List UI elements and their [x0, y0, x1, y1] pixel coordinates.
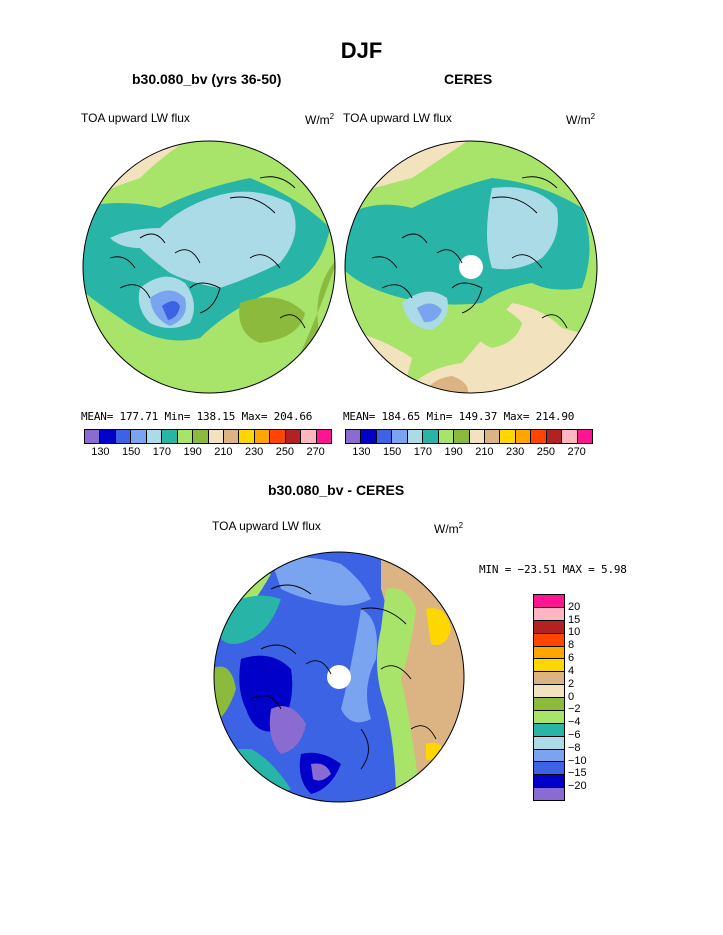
- diff-colorbar: [533, 594, 565, 801]
- colorbar-box: [469, 430, 485, 443]
- colorbar-box: [100, 430, 116, 443]
- colorbar-tick-label: 130: [91, 446, 110, 458]
- panel-1-units: W/m2: [305, 112, 335, 127]
- colorbar-box: [193, 430, 209, 443]
- colorbar-box: [407, 430, 424, 443]
- colorbar-tick-label: −15: [568, 767, 587, 780]
- panel-2-colorbar: [345, 429, 593, 444]
- colorbar-box: [534, 620, 564, 634]
- colorbar-box: [515, 430, 532, 443]
- colorbar-tick-label: 170: [413, 446, 433, 458]
- colorbar-box: [423, 430, 439, 443]
- colorbar-box: [534, 762, 564, 776]
- colorbar-tick-label: −20: [568, 780, 587, 793]
- colorbar-box: [131, 430, 147, 443]
- colorbar-tick-label: 4: [568, 664, 575, 677]
- colorbar-box: [346, 430, 362, 443]
- colorbar-tick-label: 15: [568, 613, 581, 626]
- panel-1-colorbar: [84, 429, 332, 444]
- colorbar-box: [484, 430, 501, 443]
- diff-panel-variable: TOA upward LW flux: [212, 519, 321, 533]
- colorbar-box: [534, 595, 564, 608]
- colorbar-tick-label: 0: [568, 690, 575, 703]
- colorbar-box: [316, 430, 331, 443]
- polar-map-ceres: [344, 140, 598, 394]
- colorbar-tick-label: −10: [568, 754, 587, 767]
- figure-title: DJF: [340, 38, 383, 63]
- colorbar-box: [534, 788, 564, 800]
- colorbar-box: [301, 430, 317, 443]
- colorbar-tick-label: 6: [568, 652, 575, 665]
- colorbar-box: [534, 672, 564, 686]
- colorbar-box: [546, 430, 563, 443]
- colorbar-tick-label: 10: [568, 626, 581, 639]
- colorbar-box: [285, 430, 302, 443]
- colorbar-tick-label: 8: [568, 639, 575, 652]
- colorbar-box: [500, 430, 516, 443]
- colorbar-box: [392, 430, 408, 443]
- colorbar-tick-label: 250: [275, 446, 295, 458]
- colorbar-tick-label: −2: [568, 703, 581, 716]
- colorbar-box: [534, 736, 564, 750]
- colorbar-box: [177, 430, 194, 443]
- panel-2-variable: TOA upward LW flux: [343, 111, 452, 125]
- colorbar-tick-label: 250: [536, 446, 556, 458]
- colorbar-tick-label: 20: [568, 600, 581, 613]
- colorbar-tick-label: −4: [568, 716, 581, 729]
- diff-panel-title: b30.080_bv - CERES: [268, 482, 405, 498]
- colorbar-tick-label: 230: [505, 446, 525, 458]
- colorbar-tick-label: 270: [567, 446, 586, 458]
- panel-1-title: b30.080_bv (yrs 36-50): [132, 71, 282, 87]
- colorbar-tick-label: 210: [475, 446, 494, 458]
- colorbar-box: [534, 698, 564, 711]
- colorbar-box: [562, 430, 578, 443]
- colorbar-box: [534, 710, 564, 724]
- panel-2-title: CERES: [444, 71, 493, 87]
- colorbar-tick-label: 270: [306, 446, 325, 458]
- colorbar-box: [534, 607, 564, 621]
- panel-2-stats: MEAN= 184.65 Min= 149.37 Max= 214.90: [343, 410, 575, 423]
- colorbar-box: [534, 646, 564, 660]
- colorbar-tick-label: −8: [568, 741, 581, 754]
- colorbar-box: [361, 430, 377, 443]
- colorbar-tick-label: 170: [152, 446, 172, 458]
- panel-1-variable: TOA upward LW flux: [81, 111, 190, 125]
- colorbar-tick-label: 190: [444, 446, 463, 458]
- colorbar-tick-label: 150: [382, 446, 402, 458]
- colorbar-box: [534, 685, 564, 698]
- colorbar-box: [534, 723, 564, 737]
- panel-2-units: W/m2: [566, 112, 596, 127]
- colorbar-box: [254, 430, 271, 443]
- colorbar-box: [438, 430, 455, 443]
- polar-map-model: [82, 140, 336, 394]
- diff-panel-units: W/m2: [434, 521, 464, 536]
- colorbar-box: [531, 430, 547, 443]
- colorbar-box: [534, 749, 564, 763]
- colorbar-box: [270, 430, 286, 443]
- colorbar-box: [454, 430, 470, 443]
- colorbar-box: [146, 430, 163, 443]
- colorbar-tick-label: 130: [352, 446, 371, 458]
- colorbar-box: [534, 775, 564, 789]
- colorbar-box: [534, 633, 564, 647]
- panel-1-stats: MEAN= 177.71 Min= 138.15 Max= 204.66: [81, 410, 313, 423]
- colorbar-box: [162, 430, 178, 443]
- colorbar-tick-label: 150: [121, 446, 141, 458]
- colorbar-box: [239, 430, 255, 443]
- colorbar-tick-label: 2: [568, 677, 575, 690]
- diff-panel-stats: MIN = −23.51 MAX = 5.98: [479, 563, 627, 576]
- colorbar-box: [534, 659, 564, 673]
- colorbar-tick-label: 190: [183, 446, 202, 458]
- colorbar-box: [85, 430, 101, 443]
- colorbar-box: [376, 430, 393, 443]
- colorbar-box: [208, 430, 224, 443]
- colorbar-box: [577, 430, 592, 443]
- colorbar-box: [223, 430, 240, 443]
- colorbar-tick-label: 230: [244, 446, 264, 458]
- colorbar-tick-label: 210: [214, 446, 233, 458]
- polar-map-difference: [213, 551, 465, 803]
- colorbar-box: [115, 430, 132, 443]
- colorbar-tick-label: −6: [568, 728, 581, 741]
